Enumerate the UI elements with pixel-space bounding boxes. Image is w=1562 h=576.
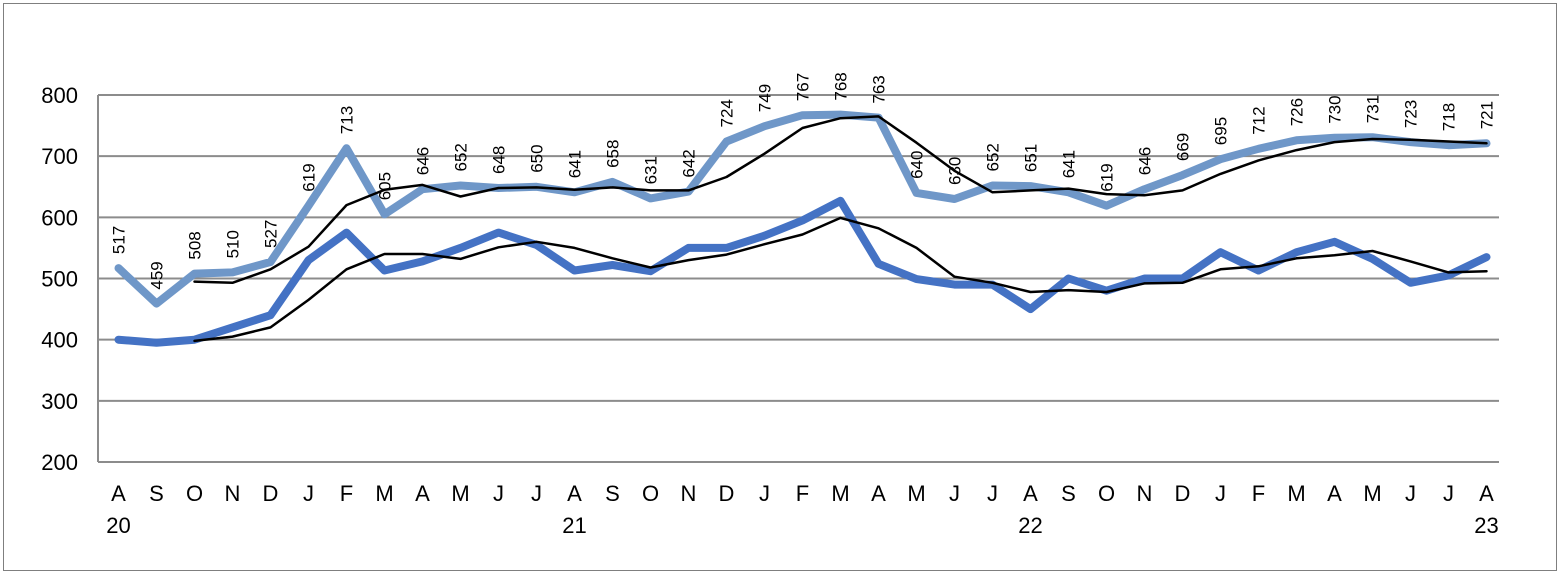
data-label: 631 [641,156,660,184]
x-tick-label: M [907,481,925,506]
data-label: 619 [1098,163,1117,191]
x-tick-label: F [340,481,353,506]
x-year-label: 22 [1018,513,1042,538]
series-lines [114,110,1491,347]
data-label: 640 [907,151,926,179]
y-axis: 200 300 400 500 600 700 800 [41,83,1499,475]
x-tick-label: O [642,481,659,506]
data-label: 652 [984,143,1003,171]
x-tick-label: A [1023,481,1038,506]
x-tick-label: M [375,481,393,506]
data-label: 768 [831,72,850,100]
y-tick-label: 500 [41,267,78,292]
chart-frame [3,3,1557,571]
data-label: 646 [1135,147,1154,175]
x-tick-label: J [759,481,770,506]
data-label: 718 [1439,103,1458,131]
y-tick-label: 400 [41,328,78,353]
data-label: 730 [1326,95,1345,123]
x-tick-label: M [1363,481,1381,506]
series-line-0 [114,110,1491,308]
data-label: 641 [565,150,584,178]
x-tick-label: A [567,481,582,506]
data-label: 650 [527,144,546,172]
x-year-label: 20 [106,513,130,538]
data-label: 731 [1364,95,1383,123]
data-label: 648 [489,146,508,174]
data-label: 630 [945,157,964,185]
y-tick-label: 800 [41,83,78,108]
x-tick-label: M [451,481,469,506]
x-tick-label: J [1443,481,1454,506]
data-label: 642 [680,149,699,177]
data-label: 619 [300,163,319,191]
x-tick-label: O [1098,481,1115,506]
data-labels: 517 459 508 510 527 619 713 605 646 652 648 650 641 6… [110,72,1497,289]
x-tick-label: O [186,481,203,506]
y-tick-label: 300 [41,389,78,414]
x-tick-label: M [1287,481,1305,506]
x-tick-label: J [303,481,314,506]
data-label: 651 [1022,144,1041,172]
x-tick-label: N [225,481,241,506]
x-tick-label: J [493,481,504,506]
data-label: 658 [603,140,622,168]
x-tick-label: J [531,481,542,506]
x-tick-label: N [1137,481,1153,506]
x-tick-label: S [605,481,620,506]
data-label: 508 [186,231,205,259]
x-axis: A S O N D J F M A M J J A S O N D J F M A M J J A S O N D J F M A M J J A20 2… [106,481,1498,538]
data-label: 652 [452,143,471,171]
x-tick-label: D [263,481,279,506]
data-label: 669 [1174,133,1193,161]
data-label: 517 [110,226,129,254]
x-tick-label: S [149,481,164,506]
series-line-3 [193,216,1488,343]
y-tick-label: 600 [41,205,78,230]
x-tick-label: J [949,481,960,506]
x-tick-label: A [1327,481,1342,506]
x-tick-label: A [871,481,886,506]
data-label: 721 [1478,101,1497,129]
y-tick-label: 200 [41,450,78,475]
data-label: 510 [223,230,242,258]
data-label: 646 [413,147,432,175]
data-label: 724 [717,99,736,127]
data-label: 695 [1212,117,1231,145]
x-tick-label: D [1175,481,1191,506]
series-line-2 [114,196,1491,347]
data-label: 527 [261,220,280,248]
x-tick-label: A [415,481,430,506]
data-label: 749 [755,84,774,112]
series-line-1 [193,115,1488,285]
x-tick-label: F [796,481,809,506]
data-label: 713 [338,106,357,134]
y-tick-label: 700 [41,144,78,169]
data-label: 641 [1059,150,1078,178]
x-tick-label: A [1479,481,1494,506]
data-label: 767 [793,73,812,101]
x-tick-label: F [1252,481,1265,506]
x-tick-label: M [831,481,849,506]
x-year-label: 21 [562,513,586,538]
x-year-label: 23 [1474,513,1498,538]
data-label: 459 [147,261,166,289]
data-label: 763 [870,75,889,103]
data-label: 605 [375,172,394,200]
x-tick-label: J [1215,481,1226,506]
x-tick-label: J [987,481,998,506]
x-tick-label: N [681,481,697,506]
x-tick-label: S [1061,481,1076,506]
data-label: 712 [1250,106,1269,134]
x-tick-label: D [719,481,735,506]
x-tick-label: J [1405,481,1416,506]
gridlines [98,94,1499,402]
data-label: 723 [1401,100,1420,128]
x-tick-label: A [111,481,126,506]
data-label: 726 [1287,98,1306,126]
